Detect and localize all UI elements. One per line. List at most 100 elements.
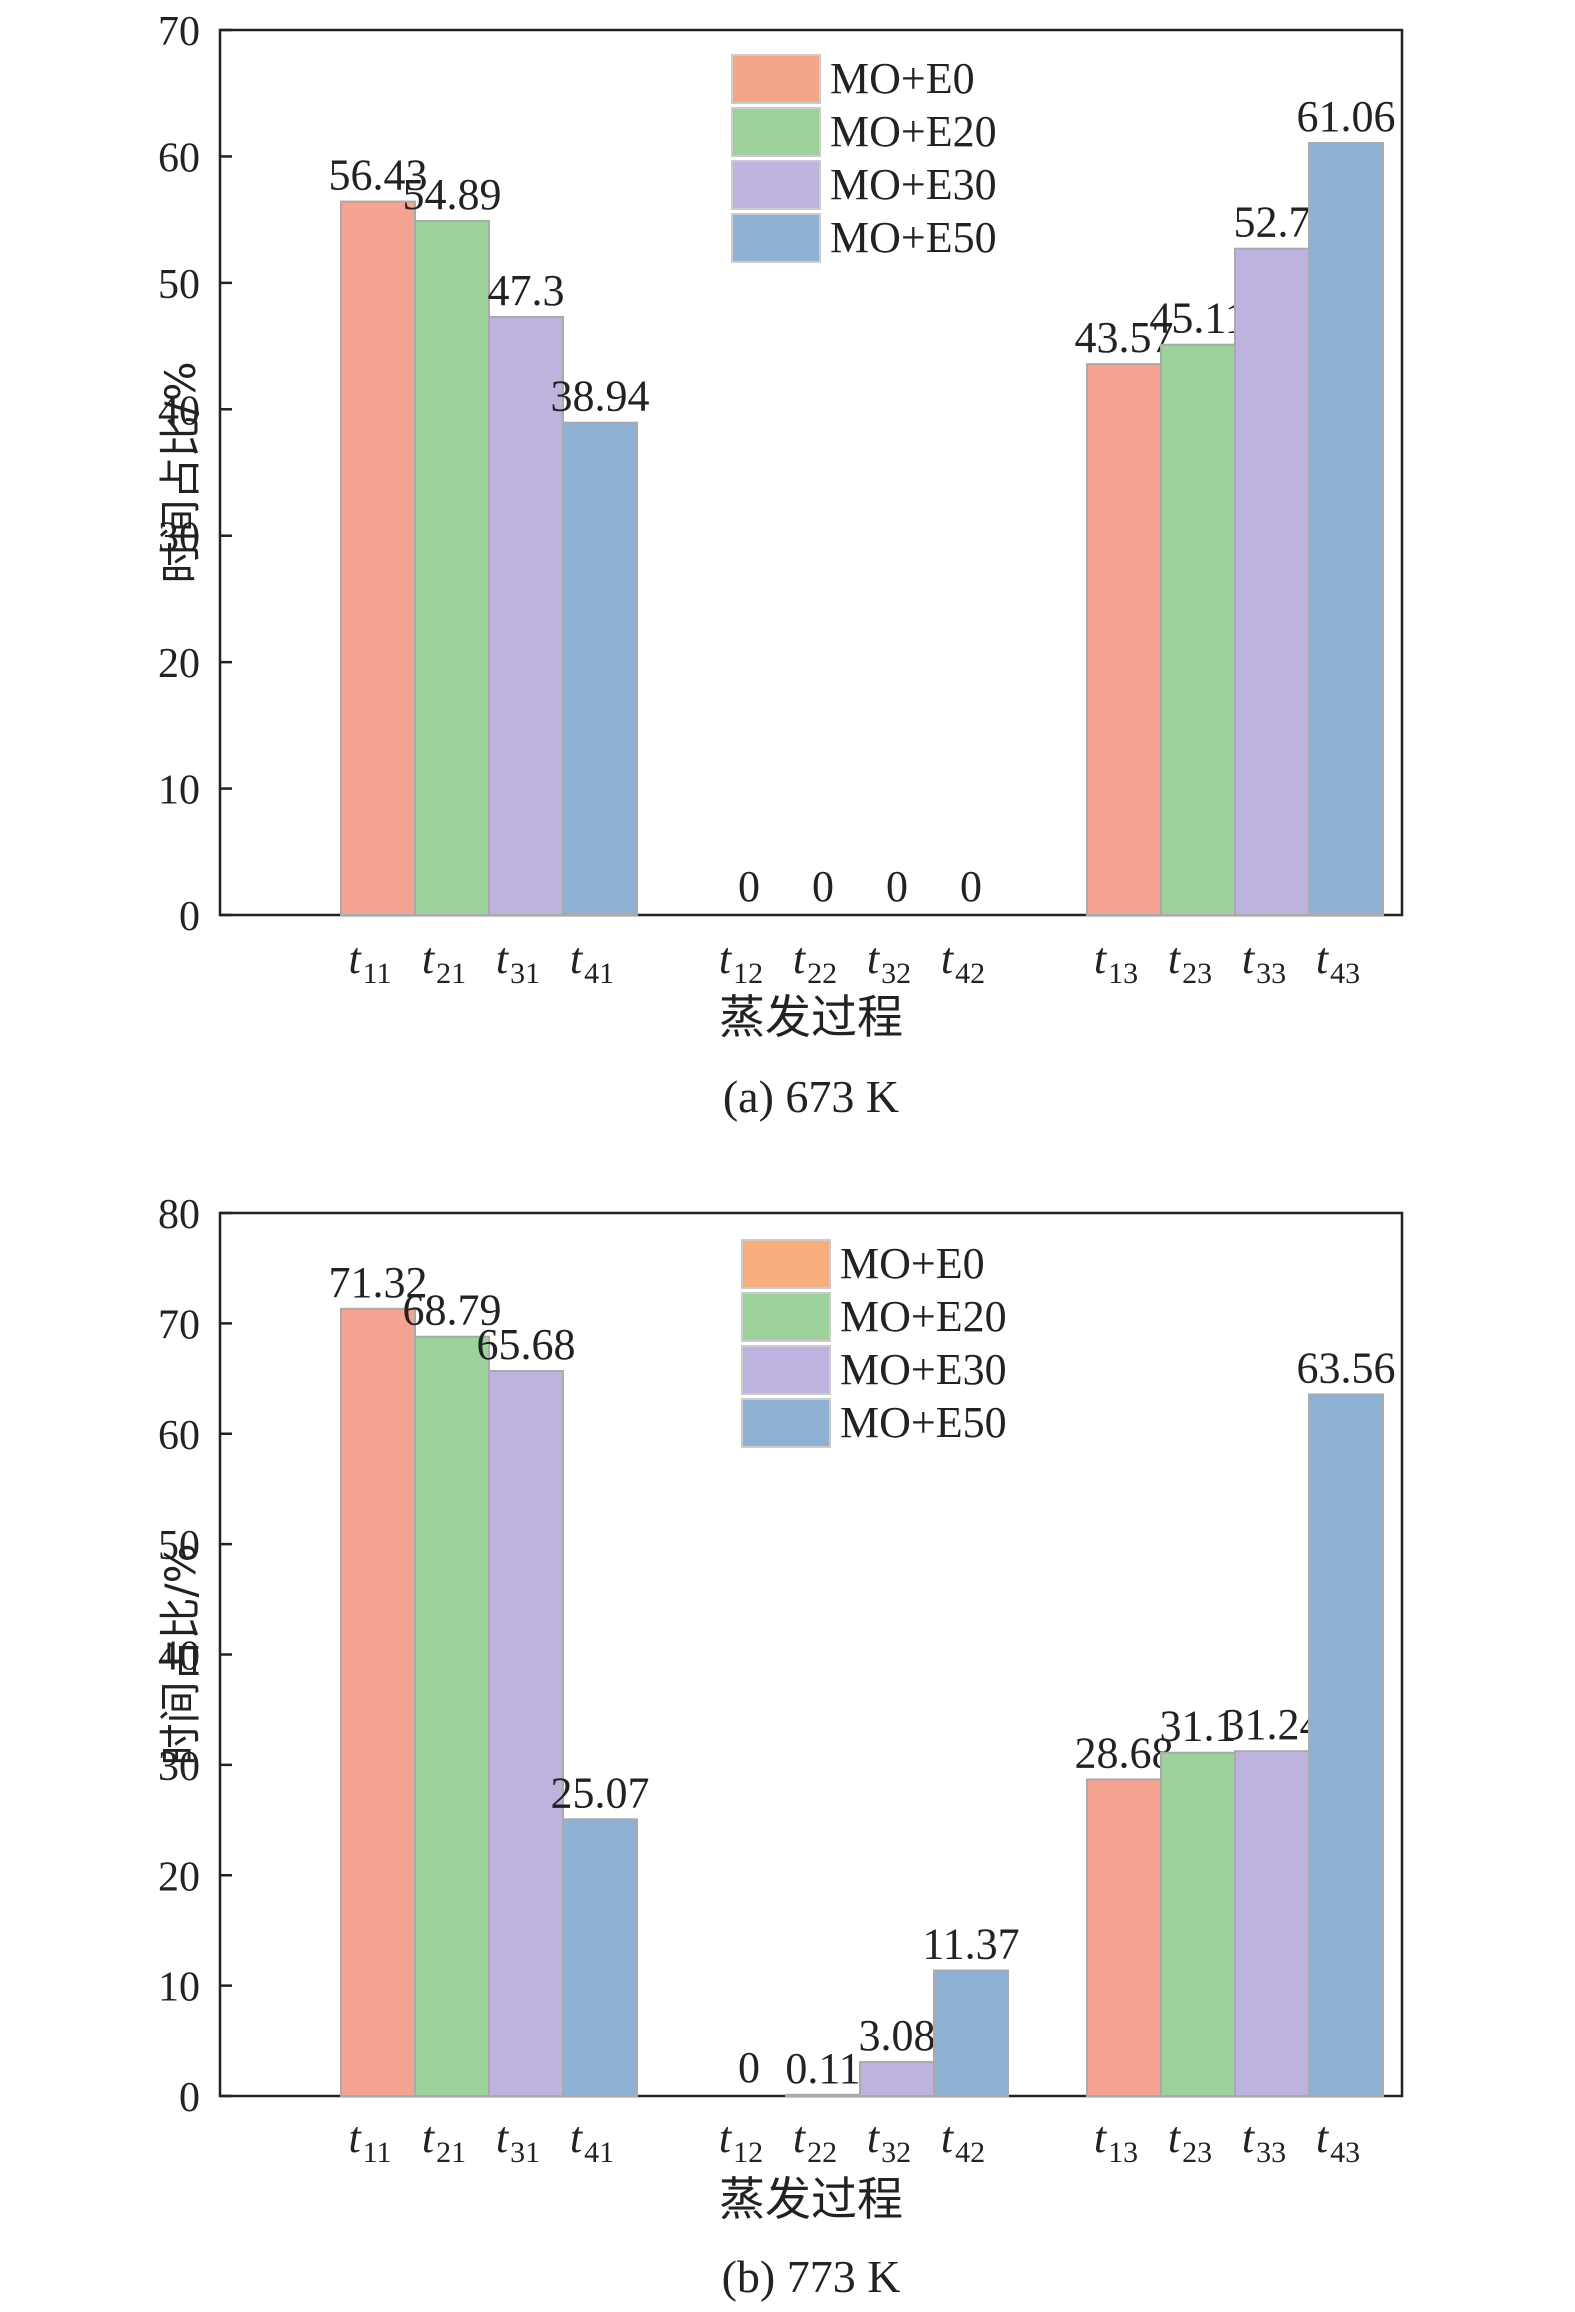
y-tick-label: 60 xyxy=(158,135,200,181)
x-tick-label: t41 xyxy=(570,2113,614,2169)
legend-swatch xyxy=(731,54,821,104)
x-tick-main: t xyxy=(348,2113,362,2162)
legend-swatch xyxy=(741,1292,831,1342)
x-tick-main: t xyxy=(1316,934,1330,983)
value-label: 68.79 xyxy=(403,1286,502,1335)
x-tick-subscript: 23 xyxy=(1182,2136,1212,2169)
x-tick-main: t xyxy=(496,2113,510,2162)
y-tick-label: 50 xyxy=(158,262,200,308)
x-tick-label: t31 xyxy=(496,934,540,990)
x-tick-subscript: 41 xyxy=(584,957,614,990)
y-tick-label: 0 xyxy=(179,894,200,940)
value-label: 28.68 xyxy=(1075,1728,1174,1777)
value-label: 3.08 xyxy=(859,2011,936,2060)
x-tick-label: t21 xyxy=(422,934,466,990)
figure-caption: (a) 673 K xyxy=(723,1071,899,1122)
x-tick-subscript: 13 xyxy=(1108,957,1138,990)
x-tick-subscript: 13 xyxy=(1108,2136,1138,2169)
legend-label: MO+E30 xyxy=(830,160,997,209)
legend-label: MO+E20 xyxy=(830,107,997,156)
x-tick-main: t xyxy=(867,2113,881,2162)
bar-mo-e50-t43 xyxy=(1308,142,1384,916)
x-tick-label: t23 xyxy=(1168,2113,1212,2169)
value-label: 0 xyxy=(738,862,760,911)
x-tick-label: t13 xyxy=(1094,934,1138,990)
legend-label: MO+E20 xyxy=(840,1292,1007,1341)
x-tick-main: t xyxy=(422,2113,436,2162)
x-tick-main: t xyxy=(1242,934,1256,983)
y-tick-label: 10 xyxy=(158,1965,200,2011)
y-tick-label: 30 xyxy=(158,515,200,561)
x-tick-label: t33 xyxy=(1242,934,1286,990)
x-tick-label: t22 xyxy=(793,2113,837,2169)
value-label: 63.56 xyxy=(1297,1343,1396,1392)
x-tick-label: t12 xyxy=(719,2113,763,2169)
x-tick-subscript: 32 xyxy=(881,2136,911,2169)
legend-swatch xyxy=(731,213,821,263)
y-tick-label: 20 xyxy=(158,1854,200,1900)
x-tick-subscript: 21 xyxy=(436,957,466,990)
x-tick-subscript: 33 xyxy=(1256,2136,1286,2169)
value-label: 52.7 xyxy=(1234,198,1311,247)
legend-label: MO+E50 xyxy=(840,1398,1007,1447)
bar-mo-e0-t11 xyxy=(340,200,416,916)
x-tick-label: t43 xyxy=(1316,934,1360,990)
value-label: 45.11 xyxy=(1149,294,1246,343)
x-tick-main: t xyxy=(422,934,436,983)
x-tick-main: t xyxy=(719,934,733,983)
bar-mo-e20-t23 xyxy=(1160,343,1236,916)
x-tick-main: t xyxy=(867,934,881,983)
x-tick-label: t22 xyxy=(793,934,837,990)
value-label: 65.68 xyxy=(477,1320,576,1369)
x-tick-label: t21 xyxy=(422,2113,466,2169)
y-tick-label: 10 xyxy=(158,768,200,814)
y-tick-label: 20 xyxy=(158,641,200,687)
x-tick-subscript: 33 xyxy=(1256,957,1286,990)
value-label: 0 xyxy=(738,2043,760,2092)
x-tick-label: t43 xyxy=(1316,2113,1360,2169)
x-tick-label: t41 xyxy=(570,934,614,990)
x-tick-main: t xyxy=(1316,2113,1330,2162)
value-label: 47.3 xyxy=(488,266,565,315)
x-tick-subscript: 12 xyxy=(733,2136,763,2169)
value-label: 0 xyxy=(812,862,834,911)
x-tick-subscript: 11 xyxy=(363,957,392,990)
legend-swatch xyxy=(741,1239,831,1289)
x-tick-main: t xyxy=(719,2113,733,2162)
value-label: 56.43 xyxy=(329,151,428,200)
value-label: 38.94 xyxy=(551,372,650,421)
bar-mo-e50-t41 xyxy=(562,421,638,916)
x-tick-subscript: 43 xyxy=(1330,957,1360,990)
x-tick-subscript: 22 xyxy=(807,2136,837,2169)
x-tick-label: t42 xyxy=(941,2113,985,2169)
y-tick-label: 30 xyxy=(158,1744,200,1790)
value-label: 54.89 xyxy=(403,170,502,219)
x-tick-subscript: 41 xyxy=(584,2136,614,2169)
plot-frame xyxy=(218,28,1404,917)
x-tick-subscript: 42 xyxy=(955,2136,985,2169)
x-tick-subscript: 11 xyxy=(363,2136,392,2169)
x-tick-subscript: 31 xyxy=(510,2136,540,2169)
bar-mo-e0-t13 xyxy=(1086,363,1162,917)
x-tick-subscript: 42 xyxy=(955,957,985,990)
x-tick-main: t xyxy=(1094,2113,1108,2162)
legend-label: MO+E0 xyxy=(840,1239,985,1288)
bar-mo-e50-t42 xyxy=(933,1969,1009,2098)
x-tick-label: t42 xyxy=(941,934,985,990)
value-label: 0.11 xyxy=(785,2044,860,2093)
x-tick-subscript: 43 xyxy=(1330,2136,1360,2169)
x-tick-main: t xyxy=(793,2113,807,2162)
x-tick-main: t xyxy=(1094,934,1108,983)
y-tick-label: 40 xyxy=(158,1634,200,1680)
y-axis-label: 时间占比/% xyxy=(156,361,205,583)
value-label: 43.57 xyxy=(1075,313,1174,362)
x-tick-label: t13 xyxy=(1094,2113,1138,2169)
legend-label: MO+E50 xyxy=(830,213,997,262)
x-tick-label: t32 xyxy=(867,2113,911,2169)
x-tick-label: t33 xyxy=(1242,2113,1286,2169)
value-label: 61.06 xyxy=(1297,92,1396,141)
bar-mo-e20-t21 xyxy=(414,1335,490,2097)
y-tick-label: 70 xyxy=(158,1302,200,1348)
